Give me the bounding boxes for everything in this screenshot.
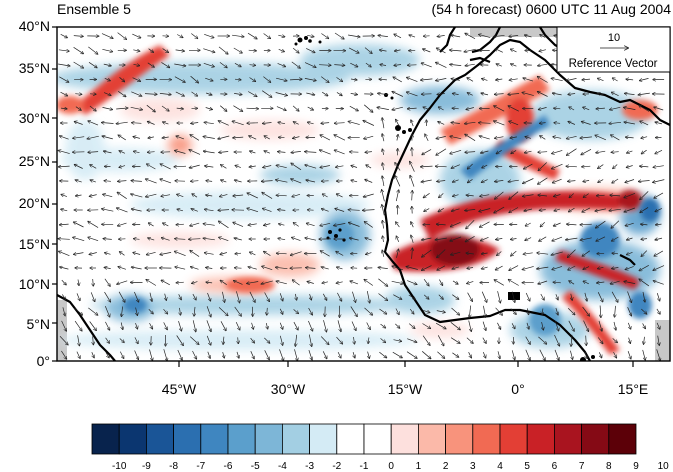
colorbar-label: -7 — [196, 461, 205, 472]
colorbar-label: 0 — [388, 461, 394, 472]
colorbar-box — [255, 424, 282, 454]
colorbar-label: 6 — [552, 461, 558, 472]
colorbar-box — [391, 424, 418, 454]
colorbar-box — [337, 424, 364, 454]
colorbar-box — [282, 424, 309, 454]
colorbar-label: -3 — [305, 461, 314, 472]
colorbar-box — [119, 424, 146, 454]
colorbar-label: 2 — [443, 461, 449, 472]
colorbar-label: 10 — [658, 461, 669, 472]
colorbar-label: -8 — [169, 461, 178, 472]
reference-vector-label: Reference Vector — [569, 58, 658, 70]
colorbar-box — [473, 424, 500, 454]
colorbar-label: -6 — [224, 461, 233, 472]
colorbar-label: 9 — [633, 461, 639, 472]
colorbar-box — [146, 424, 173, 454]
colorbar-box — [92, 424, 119, 454]
colorbar-box — [201, 424, 228, 454]
colorbar-box — [310, 424, 337, 454]
colorbar-box — [364, 424, 391, 454]
colorbar-box — [174, 424, 201, 454]
colorbar-label: -2 — [332, 461, 341, 472]
reference-vector-box: 10 Reference Vector — [557, 27, 670, 72]
colorbar-label: -10 — [112, 461, 126, 472]
reference-vector-value: 10 — [608, 32, 620, 44]
colorbar-box — [500, 424, 527, 454]
colorbar-label: 1 — [416, 461, 422, 472]
colorbar-label: 7 — [579, 461, 585, 472]
map-area — [50, 27, 670, 363]
colorbar-box — [609, 424, 636, 454]
colorbar-label: -4 — [278, 461, 287, 472]
colorbar-label: -9 — [142, 461, 151, 472]
colorbar — [92, 424, 636, 454]
colorbar-box — [228, 424, 255, 454]
colorbar-label: 5 — [524, 461, 530, 472]
colorbar-label: 3 — [470, 461, 476, 472]
colorbar-box — [446, 424, 473, 454]
colorbar-box — [582, 424, 609, 454]
colorbar-label: 8 — [606, 461, 612, 472]
colorbar-box — [418, 424, 445, 454]
colorbar-label: -5 — [251, 461, 260, 472]
colorbar-label: 4 — [497, 461, 503, 472]
colorbar-box — [527, 424, 554, 454]
colorbar-label: -1 — [360, 461, 369, 472]
colorbar-box — [554, 424, 581, 454]
